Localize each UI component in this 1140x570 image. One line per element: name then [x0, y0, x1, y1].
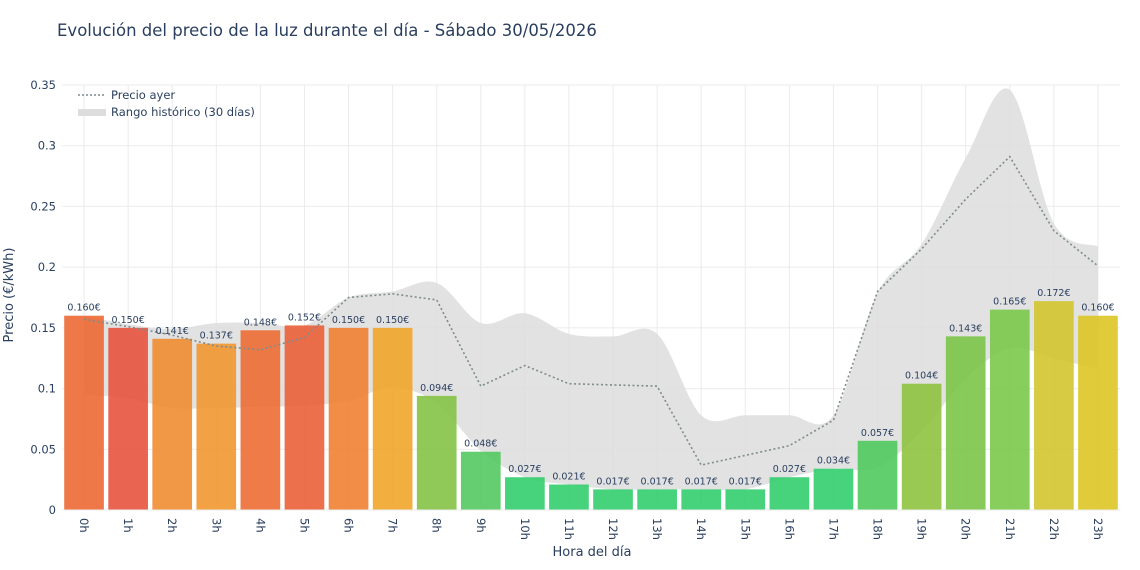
bar-value-label: 0.017€: [685, 476, 718, 487]
x-tick-label: 12h: [606, 518, 620, 540]
bars-layer: [64, 301, 1118, 510]
x-tick-label: 14h: [694, 518, 708, 540]
bar-labels-layer: 0.160€ 0.150€ 0.141€ 0.137€ 0.148€ 0.152€ 0.15…: [67, 288, 1114, 487]
bar-value-label: 0.152€: [288, 312, 321, 323]
x-tick-label: 15h: [738, 518, 752, 540]
price-bar: [196, 343, 237, 510]
y-tick-label: 0: [49, 503, 56, 517]
price-bar: [945, 336, 986, 510]
x-tick-label: 6h: [342, 518, 356, 533]
bar-value-label: 0.150€: [332, 315, 365, 326]
price-bar: [1034, 301, 1074, 510]
bar-value-label: 0.172€: [1037, 288, 1070, 299]
price-bar: [460, 451, 501, 510]
price-bar: [549, 484, 589, 510]
y-tick-label: 0.15: [30, 321, 56, 335]
x-tick-label: 0h: [77, 518, 91, 533]
bar-value-label: 0.048€: [464, 439, 497, 450]
chart-title: Evolución del precio de la luz durante e…: [57, 21, 597, 40]
x-tick-label: 2h: [165, 518, 179, 533]
price-bar: [108, 327, 148, 510]
x-tick-label: 16h: [782, 518, 796, 540]
bar-value-label: 0.143€: [949, 323, 982, 334]
bar-value-label: 0.034€: [817, 456, 850, 467]
y-tick-label: 0.05: [30, 442, 56, 456]
y-tick-label: 0.35: [30, 78, 56, 92]
y-tick-label: 0.2: [38, 260, 56, 274]
legend[interactable]: Precio ayer Rango histórico (30 días): [78, 88, 255, 119]
bar-value-label: 0.017€: [729, 476, 762, 487]
y-tick-label: 0.25: [30, 199, 56, 213]
price-bar: [64, 315, 104, 510]
price-bar: [328, 327, 369, 510]
bar-value-label: 0.027€: [773, 464, 806, 475]
x-tick-label: 3h: [209, 518, 223, 533]
x-tick-label: 23h: [1091, 518, 1105, 540]
bar-value-label: 0.017€: [596, 476, 629, 487]
price-bar: [637, 489, 677, 510]
price-bar: [372, 327, 413, 510]
x-tick-label: 18h: [871, 518, 885, 540]
bar-value-label: 0.137€: [200, 331, 233, 342]
axes-layer: 0 0.05 0.1 0.15 0.2 0.25 0.3 0.35 0h 1h 2h 3h 4h 5h 6h…: [30, 78, 1120, 540]
bar-value-label: 0.027€: [508, 464, 541, 475]
price-bar: [240, 330, 281, 510]
price-bar: [1078, 315, 1118, 510]
bar-value-label: 0.141€: [156, 326, 189, 337]
bar-value-label: 0.165€: [993, 297, 1026, 308]
x-tick-label: 4h: [253, 518, 267, 533]
price-bar: [989, 309, 1030, 510]
x-tick-label: 20h: [959, 518, 973, 540]
x-tick-label: 11h: [562, 518, 576, 540]
bar-value-label: 0.160€: [1081, 303, 1114, 314]
x-tick-label: 9h: [474, 518, 488, 533]
x-tick-label: 21h: [1003, 518, 1017, 540]
x-tick-label: 7h: [386, 518, 400, 533]
bar-value-label: 0.057€: [861, 428, 894, 439]
price-bar: [284, 325, 325, 510]
price-bar: [152, 338, 193, 510]
price-bar: [725, 489, 766, 510]
x-axis-title: Hora del día: [553, 545, 632, 560]
bar-value-label: 0.017€: [641, 476, 674, 487]
bar-value-label: 0.160€: [67, 303, 100, 314]
x-tick-label: 8h: [430, 518, 444, 533]
bar-value-label: 0.150€: [376, 315, 409, 326]
price-bar: [901, 383, 942, 510]
x-tick-label: 17h: [826, 518, 840, 540]
legend-label-yesterday: Precio ayer: [111, 88, 175, 102]
yesterday-line-layer: [83, 155, 1099, 466]
price-bar: [857, 440, 898, 510]
x-tick-label: 19h: [915, 518, 929, 540]
x-tick-label: 22h: [1047, 518, 1061, 540]
yesterday-price-line: [83, 155, 1099, 466]
price-bar: [813, 468, 854, 510]
price-bar: [416, 395, 457, 510]
y-tick-label: 0.3: [38, 139, 56, 153]
legend-label-range: Rango histórico (30 días): [111, 105, 255, 119]
x-tick-label: 10h: [518, 518, 532, 540]
bar-value-label: 0.021€: [552, 472, 585, 483]
y-tick-label: 0.1: [38, 382, 56, 396]
bar-value-label: 0.148€: [244, 317, 277, 328]
bar-value-label: 0.094€: [420, 383, 453, 394]
legend-range-swatch-icon: [78, 109, 106, 116]
price-bar: [593, 489, 633, 510]
x-tick-label: 13h: [650, 518, 664, 540]
y-axis-title: Precio (€/kWh): [2, 248, 17, 343]
bar-value-label: 0.150€: [112, 315, 145, 326]
price-bar: [769, 477, 810, 510]
price-bar: [505, 477, 545, 510]
x-tick-label: 1h: [121, 518, 135, 533]
price-bar: [681, 489, 722, 510]
bar-value-label: 0.104€: [905, 371, 938, 382]
x-tick-label: 5h: [297, 518, 311, 533]
